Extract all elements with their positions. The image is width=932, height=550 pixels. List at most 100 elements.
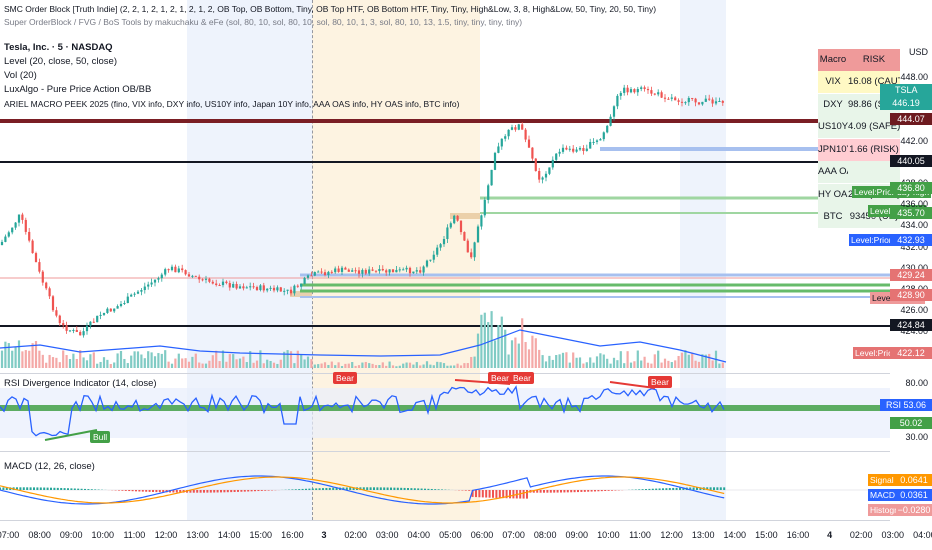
candle-body	[398, 269, 401, 271]
candle-body	[691, 97, 694, 99]
volume-bar	[483, 312, 486, 368]
macd-hist-bar	[240, 490, 243, 492]
macd-hist-bar	[532, 490, 535, 493]
volume-bar	[459, 365, 463, 368]
macd-hist-bar	[648, 488, 651, 490]
volume-bar	[204, 363, 208, 368]
volume-bar	[28, 350, 31, 368]
volume-bar	[327, 364, 330, 368]
volume-bar	[269, 360, 272, 368]
indicator-luxalgo[interactable]: LuxAlgo - Pure Price Action OB/BB	[4, 84, 152, 95]
macd-hist-bar	[386, 487, 389, 490]
rsi-bull-marker: Bull	[90, 431, 111, 443]
macro-row-value: 4.09 (SAFE)	[848, 116, 900, 138]
macd-hist-bar	[216, 490, 219, 493]
macd-hist-bar	[141, 490, 144, 492]
candle-body	[174, 266, 177, 273]
candle-body	[718, 100, 721, 102]
macd-hist-bar	[345, 487, 348, 490]
candle-body	[548, 167, 551, 174]
day-divider	[312, 0, 313, 520]
price-tag: TSLA 446.1902:21	[880, 84, 932, 121]
rsi-bull-divergence	[44, 429, 98, 441]
macd-tag-label: MACD	[868, 489, 898, 501]
macd-hist-bar	[699, 487, 702, 490]
volume-bar	[109, 363, 112, 368]
macd-hist-bar	[342, 487, 345, 490]
candle-body	[507, 129, 510, 137]
macd-hist-bar	[301, 488, 304, 490]
macd-hist-bar	[464, 490, 467, 491]
candle-body	[524, 129, 527, 140]
volume-bar	[184, 358, 187, 368]
macd-hist-bar	[679, 487, 681, 490]
macro-row-name: VIX	[818, 71, 848, 93]
candle-body	[493, 152, 497, 170]
candle-body	[143, 286, 146, 291]
volume-bar	[317, 364, 320, 368]
volume-bar	[473, 356, 476, 368]
volume-bar	[191, 356, 194, 368]
candle-body	[198, 276, 201, 280]
candle-body	[167, 269, 170, 271]
macd-chart[interactable]	[0, 452, 890, 520]
volume-bar	[320, 363, 323, 368]
indicator-super-orderblock[interactable]: Super OrderBlock / FVG / BoS Tools by ma…	[4, 17, 523, 27]
macd-hist-bar	[383, 487, 386, 490]
candle-body	[0, 241, 4, 245]
macd-hist-bar	[162, 490, 165, 493]
candle-body	[497, 146, 500, 153]
indicator-level[interactable]: Level (20, close, 50, close)	[4, 56, 118, 67]
volume-bar	[96, 363, 99, 368]
volume-bar	[595, 356, 599, 368]
volume-bar	[708, 353, 711, 368]
candle-body	[204, 278, 208, 280]
indicator-smc-order-block[interactable]: SMC Order Block [Truth Indie] (2, 2, 1, …	[4, 4, 657, 14]
volume-bar	[7, 343, 10, 368]
candle-body	[640, 87, 643, 89]
time-axis-label: 12:00	[154, 530, 178, 540]
rsi-title[interactable]: RSI Divergence Indicator (14, close)	[4, 378, 157, 389]
macd-hist-bar	[148, 490, 151, 492]
price-chart[interactable]	[0, 0, 890, 370]
macd-hist-bar	[152, 490, 154, 492]
candle-body	[296, 285, 299, 287]
symbol-title[interactable]: Tesla, Inc. · 5 · NASDAQ	[4, 42, 113, 53]
volume-bar	[527, 349, 531, 368]
indicator-macro-peek[interactable]: ARIEL MACRO PEEK 2025 (fino, VIX info, D…	[4, 99, 460, 109]
candle-body	[616, 95, 619, 107]
candle-body	[92, 321, 95, 323]
candle-body	[422, 266, 425, 273]
volume-bar	[623, 363, 626, 368]
candle-body	[310, 275, 313, 277]
macd-hist-bar	[570, 490, 573, 493]
candle-body	[130, 294, 133, 297]
indicator-vol[interactable]: Vol (20)	[4, 70, 37, 81]
price-tag: 429.24	[890, 269, 932, 281]
rsi-chart[interactable]	[0, 374, 890, 448]
macd-title[interactable]: MACD (12, 26, close)	[4, 461, 95, 472]
candle-body	[62, 323, 65, 326]
macd-hist-bar	[403, 487, 406, 490]
macd-hist-bar	[689, 487, 692, 490]
candle-body	[187, 274, 191, 277]
rsi-line	[0, 385, 725, 437]
time-axis-label: 09:00	[565, 530, 589, 540]
pane-separator[interactable]	[0, 373, 890, 374]
volume-bar	[446, 365, 449, 368]
candle-body	[123, 303, 126, 305]
volume-bar	[45, 362, 48, 368]
macd-hist-bar	[498, 490, 501, 499]
volume-bar	[357, 365, 361, 368]
candle-body	[650, 90, 653, 94]
candle-body	[31, 240, 34, 254]
macd-hist-bar	[645, 489, 647, 490]
macd-hist-bar	[600, 490, 603, 492]
pane-separator[interactable]	[0, 451, 890, 452]
macd-tag-label: Signal	[868, 474, 896, 486]
candle-body	[194, 275, 197, 277]
volume-bar	[507, 354, 510, 368]
candle-body	[483, 199, 486, 216]
macd-hist-bar	[604, 490, 607, 491]
rsi-mid-tag: 50.02	[890, 417, 932, 429]
